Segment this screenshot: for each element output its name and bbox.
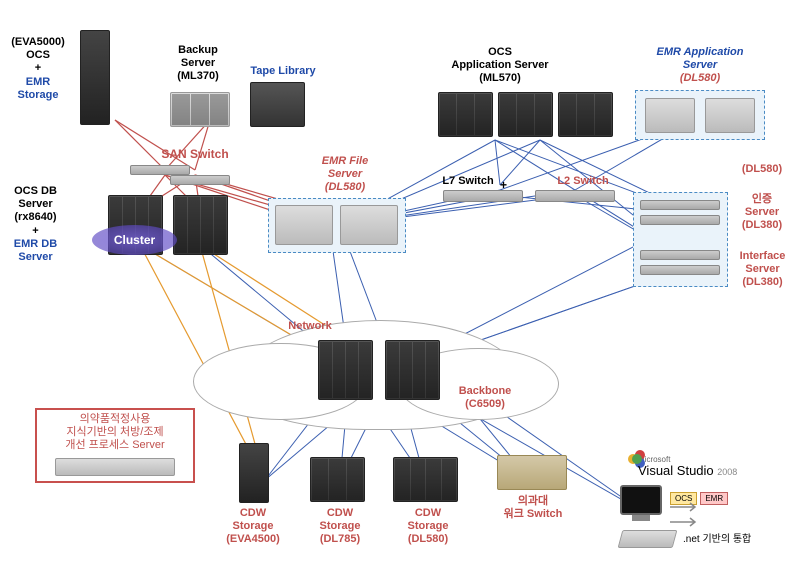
network-cloud	[235, 320, 525, 430]
cluster-1: Cluster	[92, 225, 177, 255]
drug-device	[55, 458, 175, 476]
ocsdb-label: OCS DBServer(rx8640)+EMR DBServer	[3, 185, 68, 264]
backbone-dev-2	[385, 340, 440, 400]
iface-2	[640, 265, 720, 275]
cdw3-device	[393, 457, 458, 502]
iface-1	[640, 250, 720, 260]
dl580-1	[640, 200, 720, 210]
cdw2-label: CDWStorage(DL785)	[300, 507, 380, 547]
eva5000-device	[80, 30, 110, 125]
backup-device	[170, 92, 230, 127]
laptop-icon	[618, 530, 678, 548]
dl580r-label: (DL580)	[732, 163, 792, 176]
san-switch-2	[170, 175, 230, 185]
ocsapp-dev-1	[438, 92, 493, 137]
backbone-label: Backbone(C6509)	[450, 385, 520, 411]
emrfile-dev-1	[275, 205, 333, 245]
emrfile-dev-2	[340, 205, 398, 245]
med-device	[497, 455, 567, 490]
ocsdb-device-2	[173, 195, 228, 255]
network-label: Network	[280, 320, 340, 333]
iface-label: InterfaceServer(DL380)	[730, 250, 795, 290]
l7-switch	[443, 190, 523, 202]
med-label: 의과대워크 Switch	[493, 495, 573, 521]
tape-label: Tape Library	[243, 65, 323, 78]
dl580-2	[640, 215, 720, 225]
auth-label: 인증Server(DL380)	[732, 193, 792, 233]
backup-label: BackupServer(ML370)	[168, 44, 228, 84]
ocsapp-label: OCSApplication Server(ML570)	[430, 46, 570, 86]
monitor-stand	[632, 515, 650, 521]
drug-label: 의약품적정사용지식기반의 처방/조제개선 프로세스 Server	[40, 413, 190, 453]
l2-switch	[535, 190, 615, 202]
emrapp-label: EMR ApplicationServer(DL580)	[625, 46, 775, 86]
cdw1-label: CDWStorage(EVA4500)	[213, 507, 293, 547]
cdw2-device	[310, 457, 365, 502]
eva5000-label: (EVA5000)OCS+EMRStorage	[3, 36, 73, 102]
ocsapp-dev-2	[498, 92, 553, 137]
san-label: SAN Switch	[155, 147, 235, 161]
ocsapp-dev-3	[558, 92, 613, 137]
l7-label: L7 Switch	[433, 175, 503, 188]
emrapp-dev-1	[645, 98, 695, 133]
san-switch-1	[130, 165, 190, 175]
cdw3-label: CDWStorage(DL580)	[388, 507, 468, 547]
l2-label: L2 Switch	[548, 175, 618, 188]
vs-label: Visual Studio 2008	[638, 463, 737, 478]
cdw1-device	[239, 443, 269, 503]
tape-device	[250, 82, 305, 127]
emrapp-dev-2	[705, 98, 755, 133]
net-tag: .net 기반의 통합	[683, 530, 751, 545]
emrfile-label: EMR FileServer(DL580)	[305, 155, 385, 195]
vs-arrows	[665, 502, 735, 532]
monitor-icon	[620, 485, 662, 515]
backbone-dev-1	[318, 340, 373, 400]
